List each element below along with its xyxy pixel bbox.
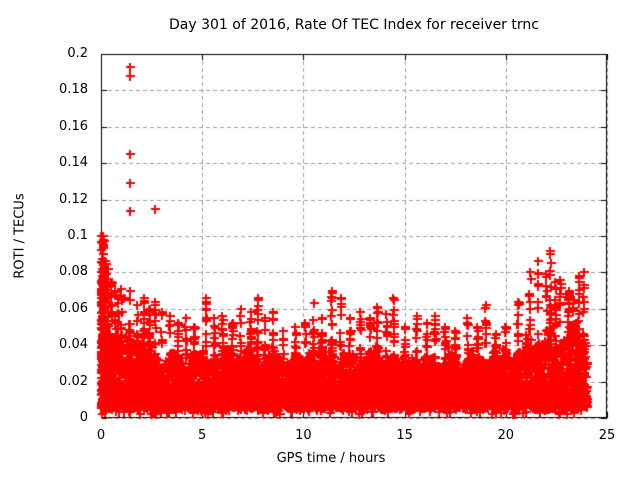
y-tick-label: 0.2 <box>67 46 88 61</box>
y-tick-label: 0.18 <box>59 82 88 98</box>
y-tick-label: 0.12 <box>59 191 88 207</box>
chart-title: Day 301 of 2016, Rate Of TEC Index for r… <box>169 17 539 33</box>
x-tick-label: 10 <box>295 428 312 443</box>
y-tick-label: 0.06 <box>59 300 88 316</box>
x-tick-label: 25 <box>598 428 616 443</box>
y-tick-label: 0.14 <box>59 155 88 171</box>
y-tick-label: 0 <box>79 410 88 425</box>
x-tick-label: 0 <box>96 428 106 443</box>
y-tick-label: 0.08 <box>59 264 88 280</box>
x-tick-label: 20 <box>497 428 515 443</box>
y-tick-label: 0.02 <box>59 373 88 389</box>
x-axis-label: GPS time / hours <box>276 451 386 466</box>
x-tick-label: 5 <box>198 428 207 443</box>
y-tick-label: 0.1 <box>67 228 88 243</box>
y-tick-label: 0.04 <box>59 337 88 353</box>
y-tick-label: 0.16 <box>59 118 88 134</box>
x-tick-label: 15 <box>396 428 413 443</box>
